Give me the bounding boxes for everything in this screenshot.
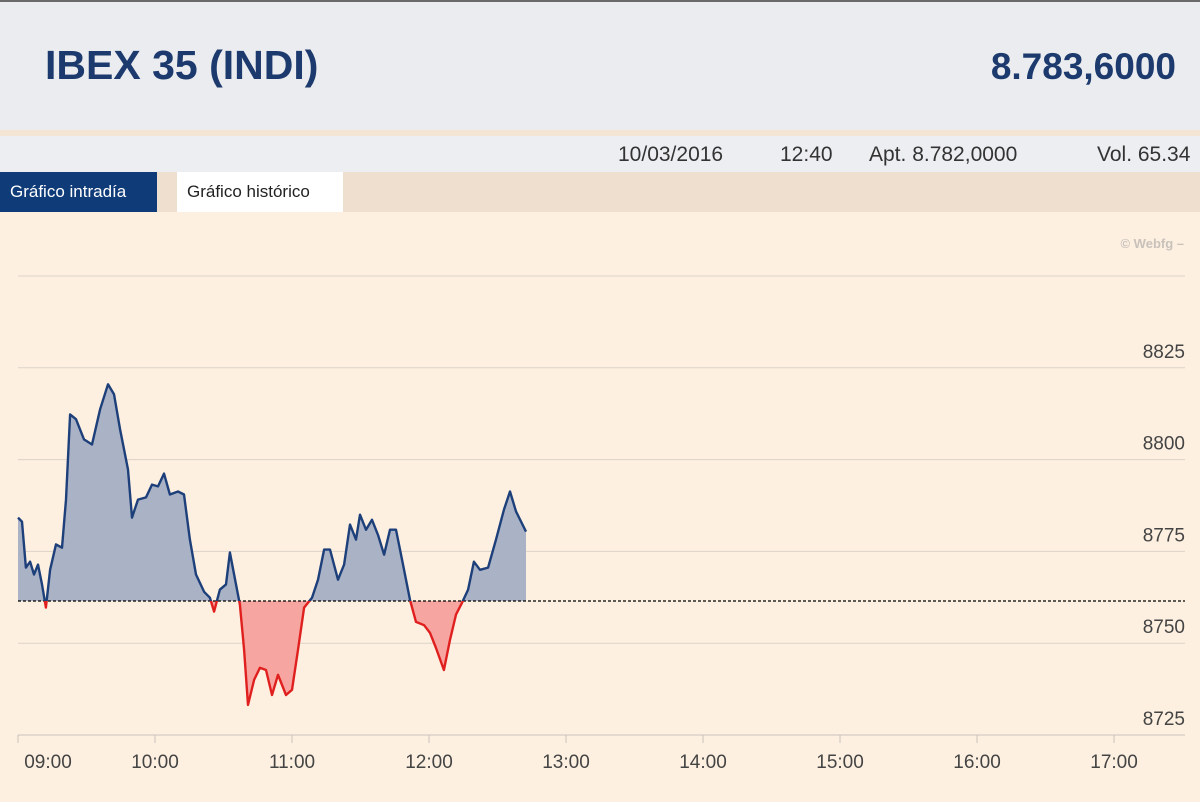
tab-intraday[interactable]: Gráfico intradía [0,172,157,212]
watermark: © Webfg – [1120,236,1184,251]
open-price: Apt. 8.782,0000 [869,143,1018,166]
index-price: 8.783,6000 [990,46,1176,87]
x-tick-label: 17:00 [1090,752,1138,773]
price-line [17,383,528,707]
x-tick-label: 10:00 [131,752,179,773]
x-tick-label: 09:00 [24,752,72,773]
x-tick-label: 13:00 [542,752,590,773]
x-tick-label: 15:00 [816,752,864,773]
info-row: 10/03/2016 12:40 Apt. 8.782,0000 Vol. 65… [0,136,1200,172]
y-tick-label: 8750 [1143,617,1185,638]
y-tick-label: 8725 [1143,709,1185,730]
x-tick-label: 11:00 [269,752,315,773]
x-tick-label: 14:00 [679,752,727,773]
time: 12:40 [780,143,833,166]
separator [0,130,1200,136]
area [18,384,526,705]
date: 10/03/2016 [618,143,724,166]
header: IBEX 35 (INDI) 8.783,6000 [0,0,1200,130]
tab-bar: Gráfico intradía Gráfico histórico [0,172,1200,212]
x-tick-label: 16:00 [953,752,1001,773]
y-tick-label: 8775 [1143,525,1185,546]
tab-historic[interactable]: Gráfico histórico [177,172,343,212]
volume: Vol. 65.34 [1097,143,1191,166]
y-tick-label: 8825 [1143,342,1185,363]
x-tick-label: 12:00 [405,752,453,773]
y-tick-label: 8800 [1143,434,1185,455]
index-title: IBEX 35 (INDI) [45,42,319,88]
